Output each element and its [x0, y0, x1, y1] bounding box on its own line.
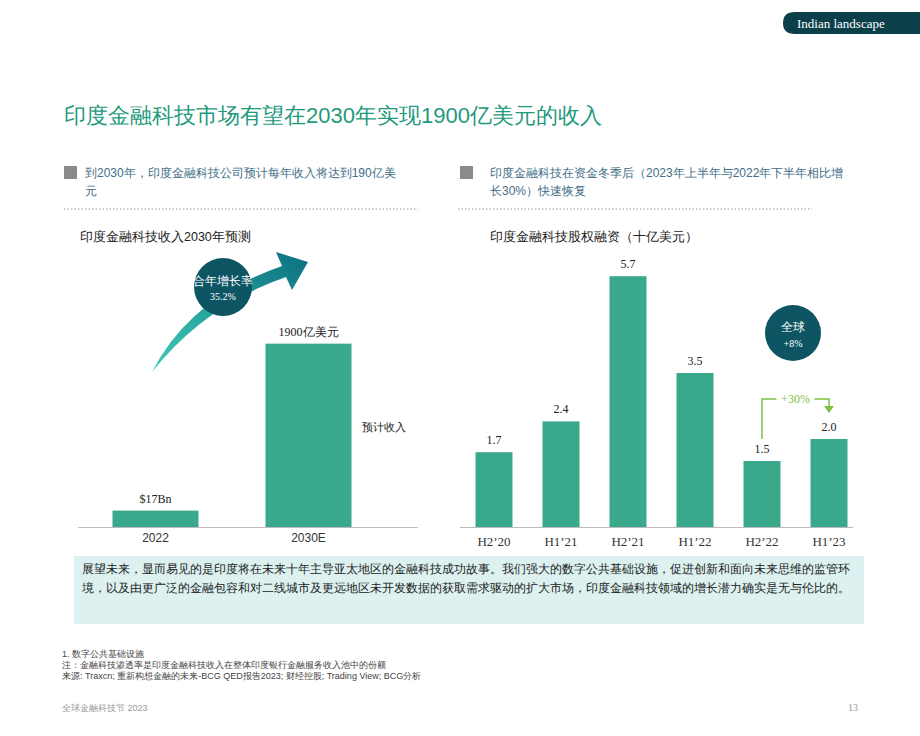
- bar: [476, 452, 513, 527]
- chart-title: 印度金融科技股权融资（十亿美元）: [490, 229, 698, 244]
- data-label: 2.0: [822, 420, 837, 434]
- bar: [266, 344, 352, 527]
- bar: [543, 421, 580, 527]
- bracket-arrowhead: [824, 406, 834, 413]
- page-title: 印度金融科技市场有望在2030年实现1900亿美元的收入: [64, 103, 602, 128]
- bars: [113, 344, 352, 527]
- cagr-label: 合年增长率: [193, 274, 253, 288]
- bars: [476, 276, 848, 527]
- category-label: 2022: [142, 531, 169, 545]
- bullet-square: [460, 166, 473, 179]
- category-label: H2’21: [611, 534, 644, 549]
- growth-label: +30%: [781, 392, 810, 406]
- footnote: 1. 数字公共基础设施: [62, 649, 144, 659]
- x-axis-line: [78, 527, 418, 528]
- category-label: H2’20: [477, 534, 510, 549]
- data-label: 1.5: [755, 442, 770, 456]
- bar: [677, 373, 714, 527]
- label-patch: [777, 391, 815, 406]
- footnote: 来源: Traxcn; 重新构想金融的未来-BCG QED报告2023; 财经控…: [62, 671, 421, 681]
- data-label: 3.5: [688, 354, 703, 368]
- category-label: H1’23: [812, 534, 845, 549]
- data-label: 2.4: [554, 402, 569, 416]
- x-axis-line: [460, 527, 853, 528]
- data-label: 5.7: [621, 257, 636, 271]
- footnote: 注：金融科技渗透率是印度金融科技收入在整体印度银行金融服务收入池中的份额: [62, 660, 386, 670]
- bar: [744, 461, 781, 527]
- bullet-square: [64, 166, 77, 179]
- cagr-value: 35.2%: [210, 291, 236, 302]
- callout-text: 展望未来，显而易见的是印度将在未来十年主导亚太地区的金融科技成功故事。我们强大的…: [82, 560, 858, 598]
- global-circle: [765, 305, 821, 361]
- dotted-rule: [458, 209, 812, 210]
- chart-0: 印度金融科技收入2030年预测 $17Bn 1900亿美元 2022 2030E: [78, 229, 418, 545]
- header-tag: Indian landscape: [797, 16, 885, 31]
- slide-svg: Indian landscape 印度金融科技市场有望在2030年实现1900亿美…: [0, 0, 920, 736]
- footer-event: 全球金融科技节 2023: [62, 703, 148, 713]
- category-label: 2030E: [291, 531, 326, 545]
- data-label: 1900亿美元: [279, 325, 339, 339]
- category-label: H1’21: [544, 534, 577, 549]
- data-label: $17Bn: [139, 492, 171, 506]
- page-number: 13: [848, 702, 858, 713]
- bar: [113, 511, 199, 527]
- bar: [610, 276, 647, 527]
- chart-1: 印度金融科技股权融资（十亿美元） 1.7 2.4 5.7 3.5 1.5 2.0 H2’20 H…: [460, 229, 853, 549]
- data-label: 1.7: [487, 433, 502, 447]
- chart-title: 印度金融科技收入2030年预测: [80, 229, 251, 244]
- panel-heading: 到2030年，印度金融科技公司预计每年收入将达到190亿美元: [85, 164, 405, 200]
- dotted-rule: [64, 209, 418, 210]
- growth-arrow: [152, 252, 308, 372]
- bar: [811, 439, 848, 527]
- header-tab: [783, 12, 920, 34]
- category-label: H2’22: [745, 534, 778, 549]
- panel-heading: 印度金融科技在资金冬季后（2023年上半年与2022年下半年相比增长30%）快速…: [490, 164, 845, 200]
- global-label: 全球: [781, 320, 805, 334]
- projected-note: 预计收入: [362, 421, 406, 433]
- category-label: H1’22: [678, 534, 711, 549]
- page: Indian landscape 印度金融科技市场有望在2030年实现1900亿美…: [0, 0, 920, 736]
- global-value: +8%: [784, 338, 803, 349]
- cagr-circle: [194, 258, 252, 316]
